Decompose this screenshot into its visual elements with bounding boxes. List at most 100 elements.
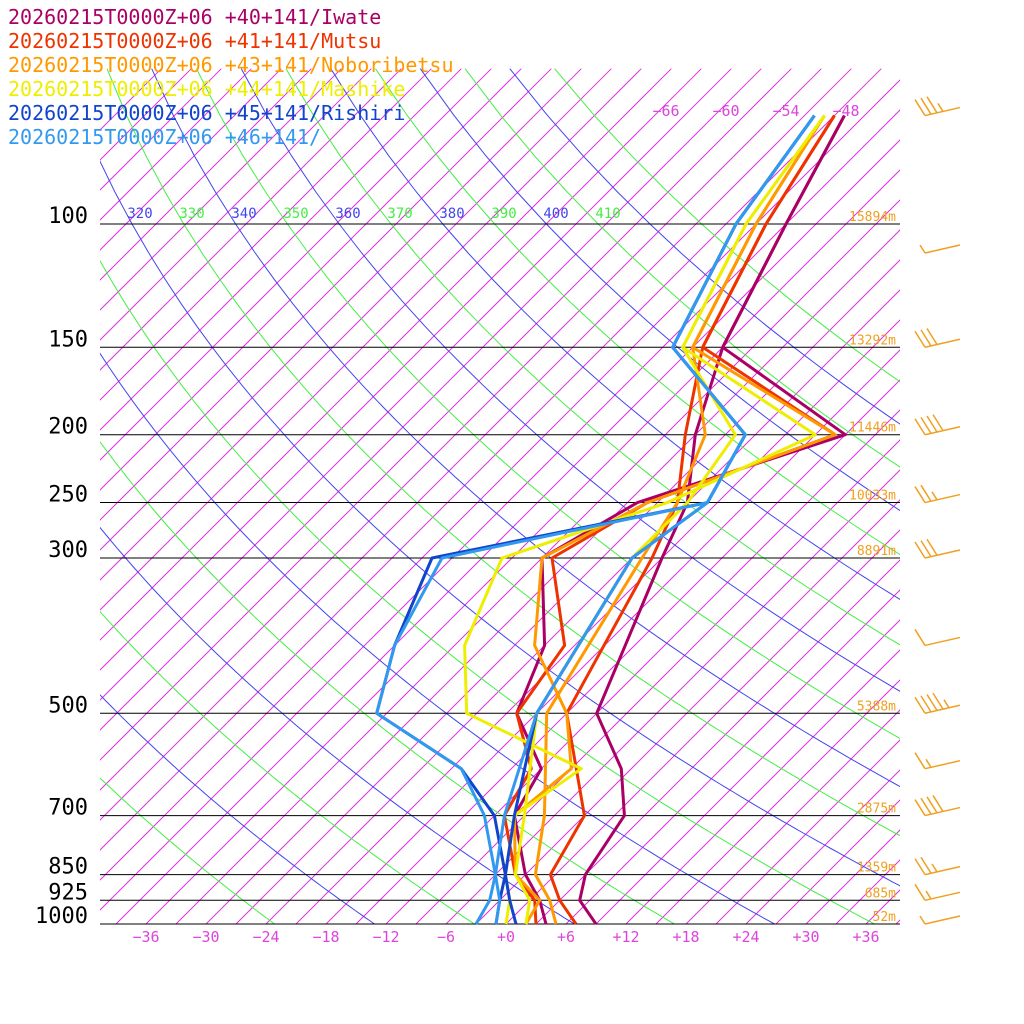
isotherm-top-label: −54 xyxy=(772,102,799,120)
legend-entry: 20260215T0000Z+06 +46+141/ xyxy=(8,125,321,149)
wind-barb xyxy=(914,883,961,902)
temperature-tick-label: +18 xyxy=(672,928,699,946)
legend: 20260215T0000Z+06 +40+141/Iwate20260215T… xyxy=(8,5,454,149)
height-label: 8891m xyxy=(857,544,896,559)
pressure-label: 500 xyxy=(48,693,88,718)
isotherm-line xyxy=(100,68,222,191)
isotherm-line xyxy=(235,259,900,924)
isotherm-line xyxy=(956,69,1024,924)
wind-barb xyxy=(914,328,961,348)
wind-barb xyxy=(914,752,961,770)
isotherm-line xyxy=(100,68,792,761)
profile-line-0-1 xyxy=(512,114,847,925)
isotherm-top-labels: −66 −60 −54 −48 xyxy=(652,102,859,120)
isotherm-line xyxy=(986,69,1024,924)
profile-line-5-1 xyxy=(375,114,816,925)
isotherm-line xyxy=(100,68,882,851)
profile-line-4-0 xyxy=(503,114,816,925)
temperature-tick-label: −36 xyxy=(132,928,159,946)
temperature-tick-label: −24 xyxy=(252,928,279,946)
isotherm-line xyxy=(505,529,900,924)
legend-entry: 20260215T0000Z+06 +44+141/Mashike xyxy=(8,77,405,101)
isotherm-line xyxy=(100,68,432,401)
dry-adiabat-line xyxy=(151,68,900,788)
temperature-tick-label: −6 xyxy=(437,928,455,946)
pressure-label: 700 xyxy=(48,796,88,821)
isotherm-line xyxy=(1016,69,1024,924)
isotherm-line xyxy=(100,68,822,791)
isotherm-line xyxy=(100,68,612,581)
pressure-label: 100 xyxy=(48,204,88,229)
pressure-label: 925 xyxy=(48,880,88,905)
theta-label: 340 xyxy=(231,206,256,222)
isotherm-line xyxy=(100,68,192,161)
dry-adiabat-line xyxy=(285,68,900,646)
isotherm-line xyxy=(685,709,900,924)
wind-barb xyxy=(914,96,961,117)
temperature-tick-label: +24 xyxy=(732,928,759,946)
isotherm-line xyxy=(100,68,582,551)
isotherm-line xyxy=(100,79,900,881)
wind-barb xyxy=(914,414,961,436)
isotherm-line xyxy=(100,68,762,731)
isotherm-line xyxy=(445,469,900,924)
theta-label: 360 xyxy=(335,206,360,222)
pressure-label: 850 xyxy=(48,855,88,880)
height-label: 685m xyxy=(865,886,896,901)
height-label: 2875m xyxy=(857,802,896,817)
wind-barb xyxy=(914,856,961,876)
height-label: 11446m xyxy=(849,421,896,436)
height-label: 52m xyxy=(873,910,897,925)
isobar-lines xyxy=(100,223,900,925)
legend-entry: 20260215T0000Z+06 +43+141/Noboribetsu xyxy=(8,53,454,77)
isotherm-line xyxy=(355,379,900,924)
isotherm-line xyxy=(100,68,552,521)
wind-barb xyxy=(919,244,961,254)
pressure-label: 1000 xyxy=(35,904,88,929)
height-labels: 15894m 13292m 11446m 10033m 8891m 5388m 2875m 1… xyxy=(849,210,896,925)
isotherm-line xyxy=(100,109,900,911)
dry-adiabat-line xyxy=(106,68,900,837)
theta-label: 380 xyxy=(439,206,464,222)
isotherm-line xyxy=(100,68,672,641)
wind-barbs xyxy=(914,96,961,925)
theta-label: 410 xyxy=(595,206,620,222)
height-label: 5388m xyxy=(857,699,896,714)
isotherm-line xyxy=(625,649,900,924)
isotherm-line xyxy=(565,589,900,924)
temperature-profiles xyxy=(375,114,847,925)
isotherm-line xyxy=(895,919,900,924)
wind-barb xyxy=(914,692,961,715)
theta-label: 350 xyxy=(283,206,308,222)
height-label: 13292m xyxy=(849,333,896,348)
pressure-label: 150 xyxy=(48,327,88,352)
isotherm-line xyxy=(100,68,492,461)
pressure-label: 250 xyxy=(48,483,88,508)
dry-adiabat-line xyxy=(240,68,900,692)
dry-adiabat-line xyxy=(100,440,676,924)
isotherm-line xyxy=(655,679,900,924)
wind-barb xyxy=(914,484,961,504)
dry-adiabat-line xyxy=(509,68,900,425)
isotherm-line xyxy=(295,319,900,924)
theta-label: 320 xyxy=(127,206,152,222)
isotherm-line xyxy=(100,68,732,701)
isotherm-line xyxy=(175,199,900,924)
isotherm-line xyxy=(100,68,342,311)
isotherm-line xyxy=(100,68,372,341)
temperature-tick-label: −18 xyxy=(312,928,339,946)
isotherm-line xyxy=(265,289,900,924)
isotherm-line xyxy=(100,68,642,611)
temperature-tick-label: +6 xyxy=(557,928,575,946)
theta-label: 390 xyxy=(491,206,516,222)
dry-adiabat-line xyxy=(100,694,376,924)
isotherm-line xyxy=(100,68,702,671)
isotherm-top-label: −66 xyxy=(652,102,679,120)
dry-adiabat-line xyxy=(100,160,900,887)
isotherm-line xyxy=(100,68,852,821)
isotherm-top-label: −48 xyxy=(832,102,859,120)
temperature-tick-label: +0 xyxy=(497,928,515,946)
dry-adiabat-line xyxy=(196,68,900,740)
